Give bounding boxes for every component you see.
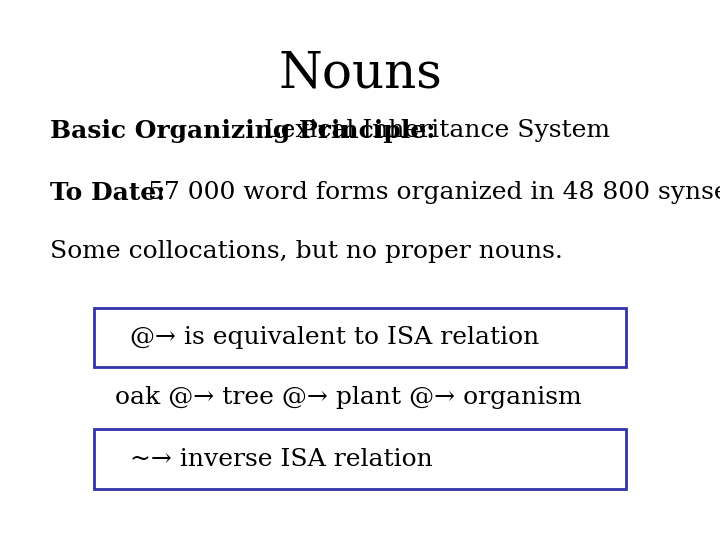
FancyBboxPatch shape bbox=[94, 429, 626, 489]
Text: Lexical Inheritance System: Lexical Inheritance System bbox=[256, 119, 610, 142]
Text: To Date:: To Date: bbox=[50, 181, 166, 205]
Text: Some collocations, but no proper nouns.: Some collocations, but no proper nouns. bbox=[50, 240, 563, 264]
Text: ~→ inverse ISA relation: ~→ inverse ISA relation bbox=[130, 448, 432, 470]
Text: Basic Organizing Principle:: Basic Organizing Principle: bbox=[50, 119, 436, 143]
Text: oak @→ tree @→ plant @→ organism: oak @→ tree @→ plant @→ organism bbox=[115, 386, 582, 409]
Text: @→ is equivalent to ISA relation: @→ is equivalent to ISA relation bbox=[130, 326, 539, 349]
FancyBboxPatch shape bbox=[94, 308, 626, 367]
Text: 57 000 word forms organized in 48 800 synsets.: 57 000 word forms organized in 48 800 sy… bbox=[140, 181, 720, 204]
Text: Nouns: Nouns bbox=[278, 49, 442, 98]
